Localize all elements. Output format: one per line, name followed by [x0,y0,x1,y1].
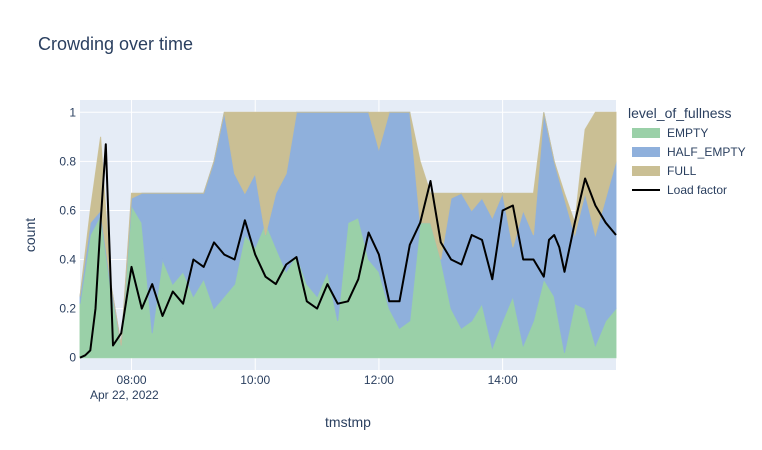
load-factor-line [79,143,617,359]
y-tick-label: 1 [69,105,76,119]
x-tick-label: 10:00 [240,373,270,387]
y-tick-label: 0 [69,351,76,365]
legend-label-full: FULL [667,164,697,178]
legend-swatch-full [632,166,660,176]
stacked-areas [79,111,617,359]
y-axis-title: count [22,218,38,252]
legend-label-load-factor: Load factor [667,183,727,197]
x-axis-date-label: Apr 22, 2022 [90,388,159,402]
y-axis-ticks: 0 0.2 0.4 0.6 0.8 1 [59,105,76,364]
x-axis-ticks: 08:00 10:00 12:00 14:00 [117,373,518,387]
y-tick-label: 0.8 [59,154,76,168]
legend: level_of_fullness EMPTY HALF_EMPTY FULL Loa… [628,105,746,197]
x-axis-title: tmstmp [325,414,371,430]
y-tick-label: 0.2 [59,302,76,316]
legend-title: level_of_fullness [628,105,732,121]
legend-label-half-empty: HALF_EMPTY [667,145,746,159]
x-tick-label: 12:00 [364,373,394,387]
y-tick-label: 0.4 [59,253,76,267]
legend-swatch-empty [632,128,660,138]
x-tick-label: 08:00 [117,373,147,387]
legend-label-empty: EMPTY [667,126,708,140]
x-tick-label: 14:00 [488,373,518,387]
area-full [79,111,617,346]
legend-swatch-half-empty [632,147,660,157]
load-factor-series [79,143,617,359]
y-tick-label: 0.6 [59,203,76,217]
chart-title: Crowding over time [38,34,193,54]
